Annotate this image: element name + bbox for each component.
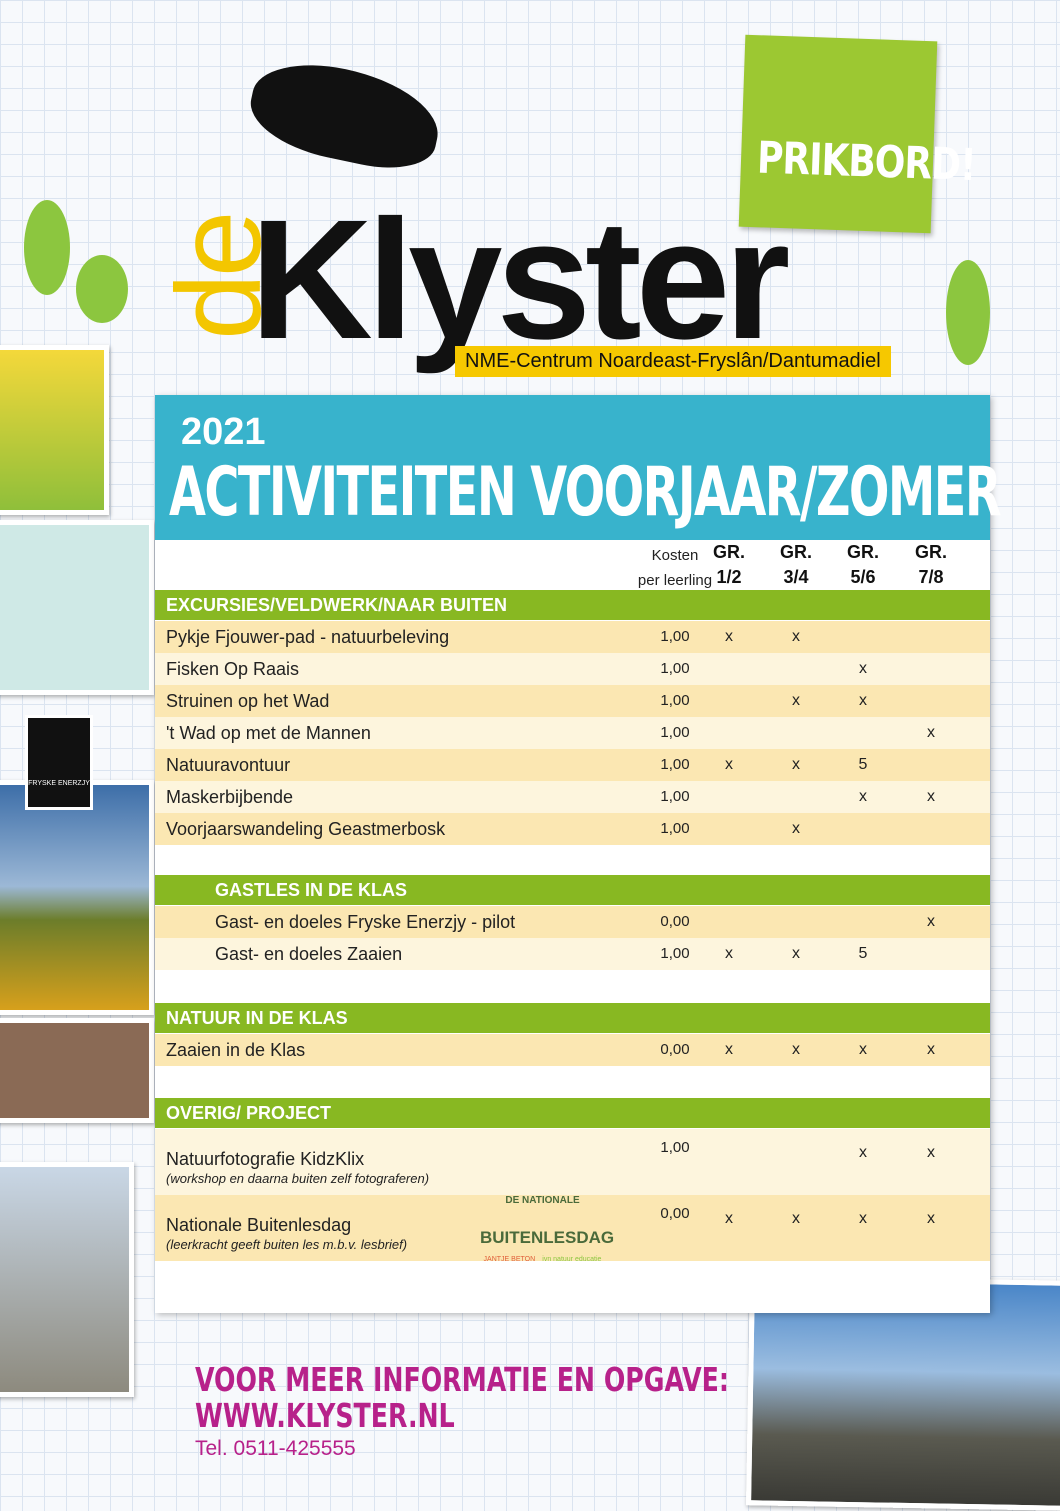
group-mark: x	[725, 756, 733, 773]
logo-subtitle: NME-Centrum Noardeast-Fryslân/Dantumadie…	[455, 346, 891, 377]
activities-panel: 2021 ACTIVITEITEN VOORJAAR/ZOMER Kosten …	[155, 395, 1002, 1313]
tree-icon	[946, 260, 990, 365]
activity-row: Voorjaarswandeling Geastmerbosk 1,00 x	[155, 813, 990, 845]
activity-name: Maskerbijbende	[166, 787, 294, 807]
group-mark: x	[792, 628, 800, 645]
activity-name: Gast- en doeles Fryske Enerzjy - pilot	[215, 912, 516, 932]
group-mark: x	[927, 1210, 935, 1227]
activity-row: Gast- en doeles Zaaien 1,00 x x 5	[155, 938, 990, 970]
activity-row: Maskerbijbende 1,00 x x	[155, 781, 990, 813]
section-header: GASTLES IN DE KLAS	[155, 875, 990, 905]
phone-number: Tel. 0511-425555	[195, 1437, 356, 1460]
activity-row: 't Wad op met de Mannen 1,00 x	[155, 717, 990, 749]
group-mark: x	[927, 724, 935, 741]
fryske-enerzjy-logo: FRYSKE ENERZJY	[25, 715, 93, 810]
group-mark: x	[792, 756, 800, 773]
activity-row: Gast- en doeles Fryske Enerzjy - pilot 0,…	[155, 906, 990, 938]
section-header: EXCURSIES/VELDWERK/NAAR BUITEN	[155, 590, 990, 620]
cost-header: Kosten per leerling	[637, 547, 713, 589]
photo-child-mud	[0, 1162, 134, 1397]
group-header: GR. 1/2	[712, 542, 745, 587]
section-header: OVERIG/ PROJECT	[155, 1098, 990, 1128]
group-mark: x	[725, 945, 733, 962]
photo-seeding	[0, 1018, 154, 1123]
activity-row: Natuuravontuur 1,00 x x 5	[155, 749, 990, 781]
group-mark: x	[792, 820, 800, 837]
activity-row: Struinen op het Wad 1,00 x x	[155, 685, 990, 717]
activity-row: Natuurfotografie KidzKlix (workshop en da…	[155, 1129, 990, 1195]
contact-info: VOOR MEER INFORMATIE EN OPGAVE: WWW.KLYS…	[195, 1360, 729, 1435]
activity-row: Zaaien in de Klas 0,00 x x x x	[155, 1034, 990, 1066]
activity-name: Natuurfotografie KidzKlix	[166, 1149, 365, 1169]
group-mark: x	[792, 945, 800, 962]
group-mark: x	[927, 788, 935, 805]
group-mark: x	[859, 1210, 867, 1227]
activity-name: Natuuravontuur	[166, 755, 291, 775]
activity-row: Nationale Buitenlesdag (leerkracht geeft …	[155, 1195, 990, 1261]
activity-name: Struinen op het Wad	[166, 691, 330, 711]
activity-name: 't Wad op met de Mannen	[166, 723, 371, 743]
group-mark: x	[927, 1041, 935, 1058]
group-header: GR. 7/8	[914, 542, 947, 587]
activity-cost: 1,00	[660, 820, 690, 837]
activity-name: Voorjaarswandeling Geastmerbosk	[166, 819, 446, 839]
photo-wind-turbine	[0, 780, 154, 1015]
activity-cost: 0,00	[660, 913, 690, 930]
activity-name: Fisken Op Raais	[166, 659, 300, 679]
activity-cost: 1,00	[660, 1139, 690, 1156]
buitenlesdag-logo: DE NATIONALE BUITENLESDAG JANTJE BETON i…	[480, 1195, 615, 1263]
tree-icon	[24, 200, 70, 295]
group-mark: x	[859, 1144, 867, 1161]
group-mark: x	[927, 913, 935, 930]
activity-cost: 0,00	[660, 1041, 690, 1058]
activity-cost: 1,00	[660, 945, 690, 962]
group-mark: x	[792, 1210, 800, 1227]
activity-name: Nationale Buitenlesdag	[166, 1215, 352, 1235]
group-mark: x	[859, 1041, 867, 1058]
website-link[interactable]: WWW.KLYSTER.NL	[195, 1396, 455, 1435]
group-mark: x	[859, 660, 867, 677]
activity-note: (leerkracht geeft buiten les m.b.v. lesb…	[166, 1237, 408, 1252]
photo-map-illustration	[0, 520, 154, 695]
prikbord-label: PRIKBORD!	[756, 132, 977, 192]
group-mark: x	[725, 1041, 733, 1058]
group-mark: x	[927, 1144, 935, 1161]
group-header: GR. 5/6	[846, 542, 879, 587]
group-mark: 5	[858, 945, 868, 962]
banner-title: ACTIVITEITEN VOORJAAR/ZOMER	[169, 453, 1002, 532]
group-mark: x	[725, 628, 733, 645]
activity-name: Pykje Fjouwer-pad - natuurbeleving	[166, 627, 450, 647]
group-mark: x	[792, 692, 800, 709]
activity-cost: 1,00	[660, 692, 690, 709]
activity-cost: 1,00	[660, 628, 690, 645]
activity-name: Zaaien in de Klas	[166, 1040, 306, 1060]
group-mark: 5	[858, 756, 868, 773]
group-mark: x	[792, 1041, 800, 1058]
group-mark: x	[859, 692, 867, 709]
group-mark: x	[859, 788, 867, 805]
activity-cost: 1,00	[660, 660, 690, 677]
activity-row: Pykje Fjouwer-pad - natuurbeleving 1,00 x x	[155, 621, 990, 653]
prikbord-note: PRIKBORD!	[738, 34, 976, 234]
group-header: GR. 3/4	[779, 542, 812, 587]
activity-cost: 1,00	[660, 724, 690, 741]
logo-name: Klyster	[250, 185, 790, 375]
activity-cost: 1,00	[660, 788, 690, 805]
banner-year: 2021	[181, 411, 266, 453]
section-header: NATUUR IN DE KLAS	[155, 1003, 990, 1033]
group-mark: x	[725, 1210, 733, 1227]
activity-note: (workshop en daarna buiten zelf fotograf…	[166, 1171, 430, 1186]
photo-bird-illustration	[0, 345, 109, 515]
banner: 2021 ACTIVITEITEN VOORJAAR/ZOMER	[155, 395, 1002, 540]
activity-cost: 1,00	[660, 756, 690, 773]
activity-cost: 0,00	[660, 1205, 690, 1222]
blackbird-illustration	[242, 51, 448, 179]
activity-row: Fisken Op Raais 1,00 x	[155, 653, 990, 685]
activity-name: Gast- en doeles Zaaien	[215, 944, 403, 964]
tree-icon	[76, 255, 128, 323]
